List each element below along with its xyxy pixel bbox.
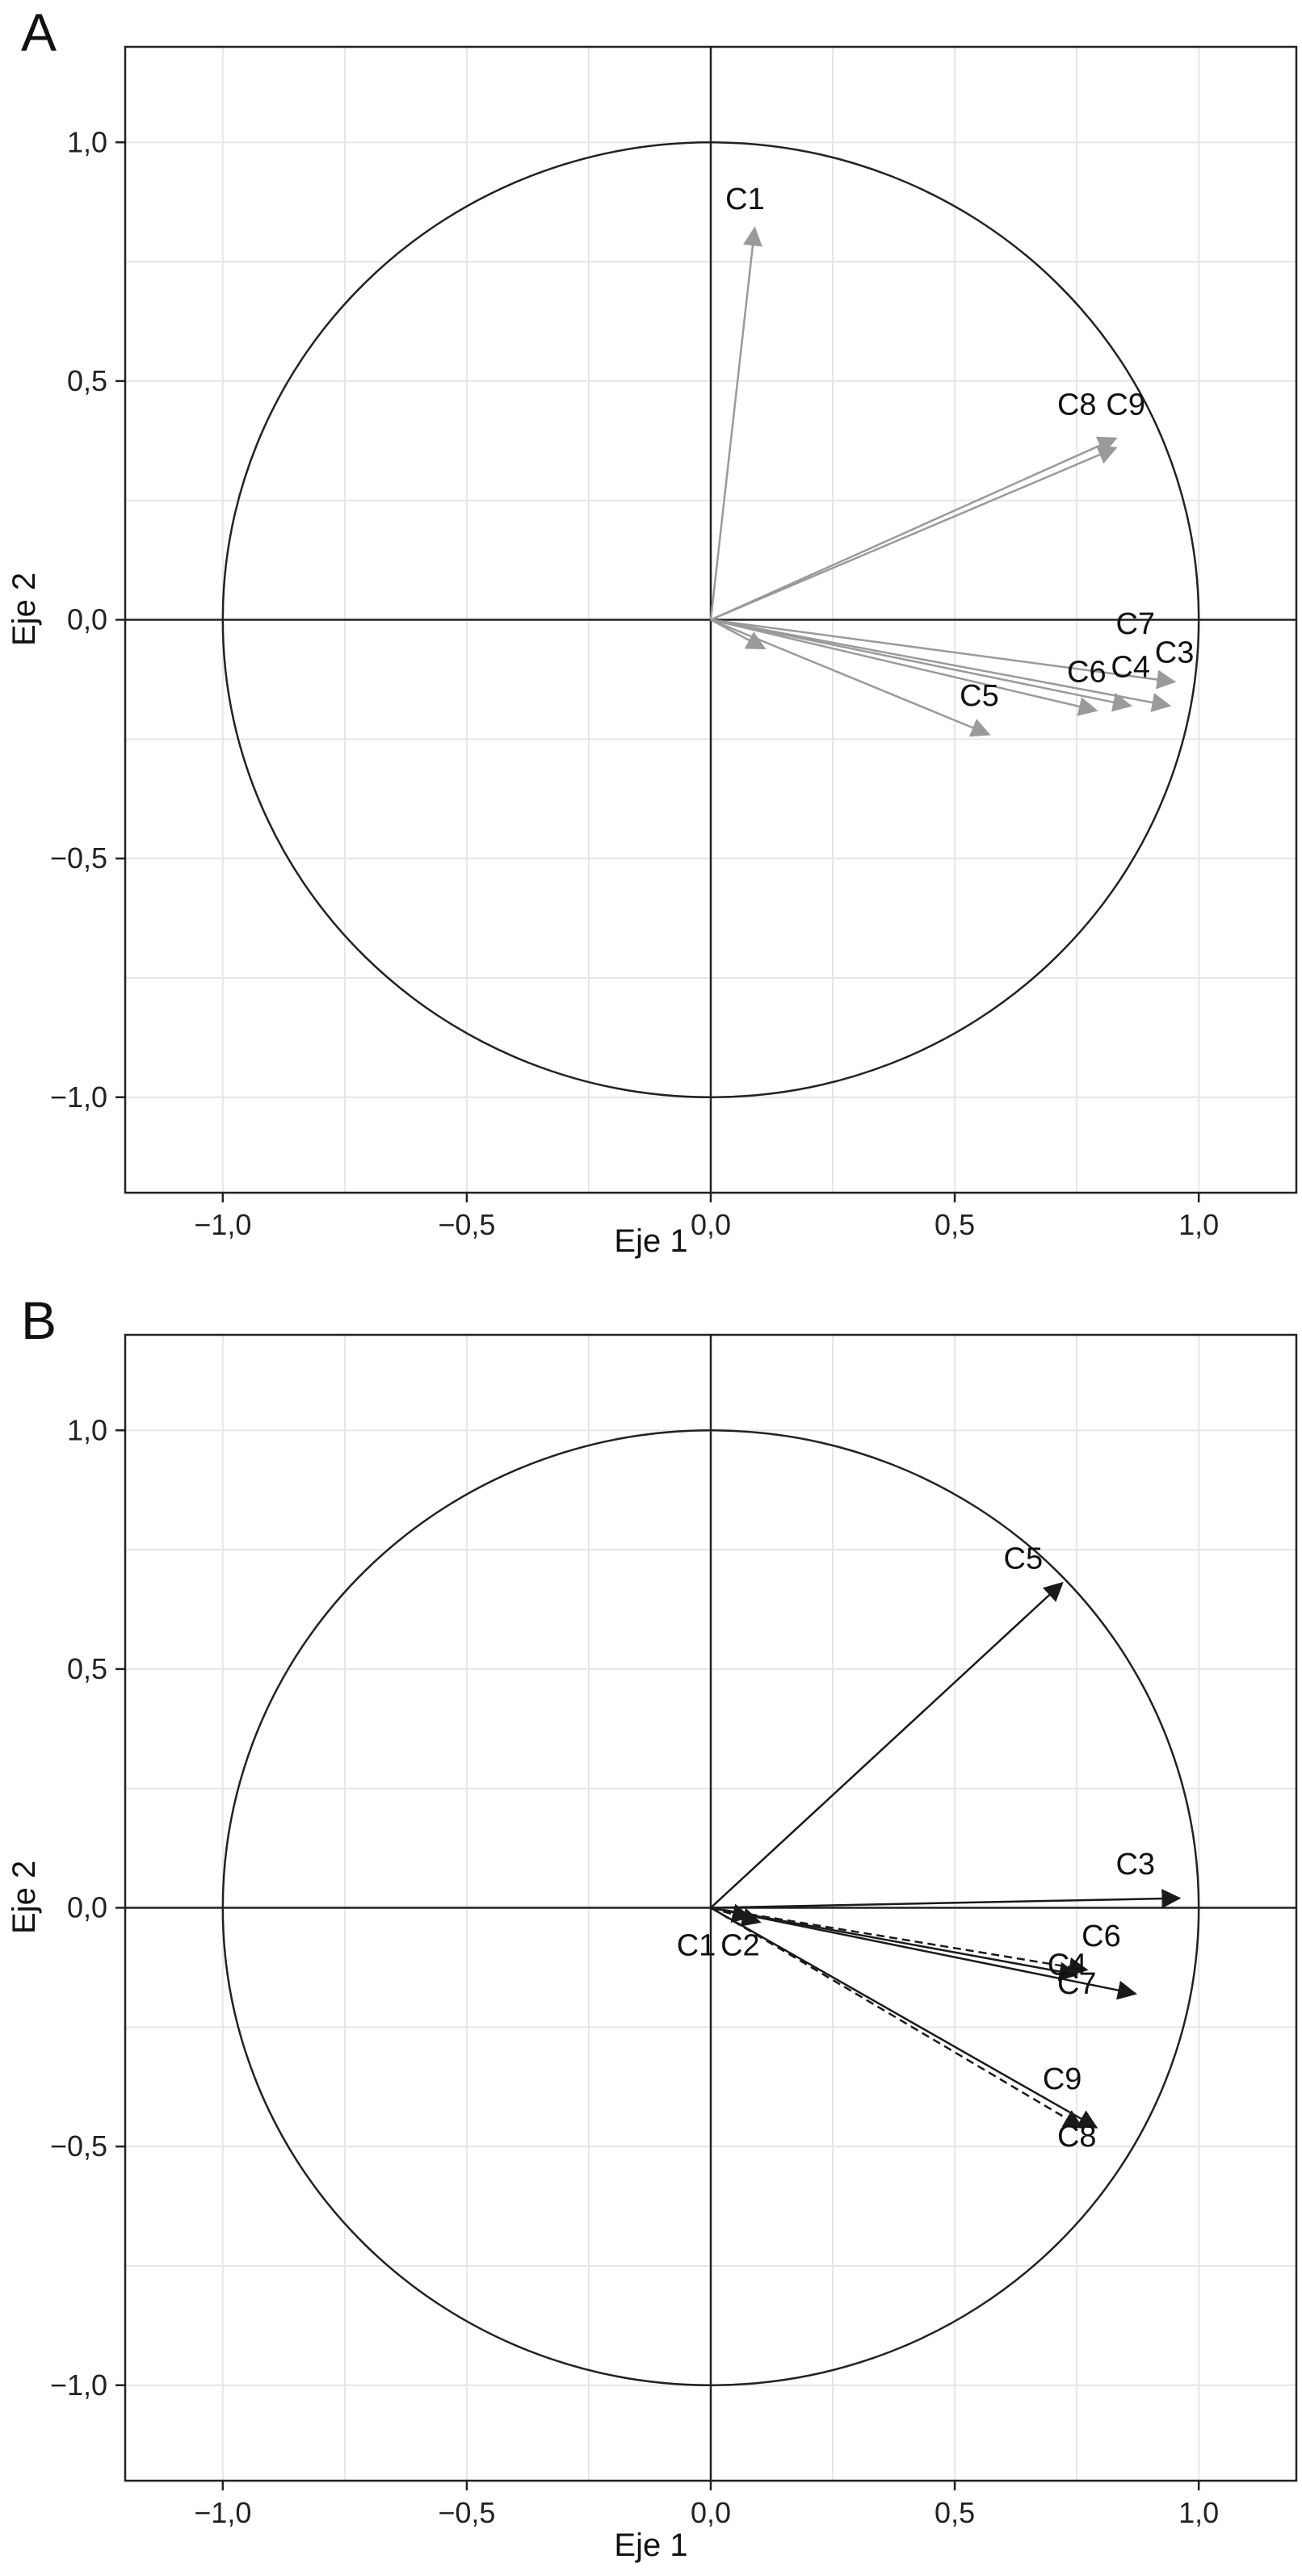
panel-b: −1,0 −0,5 0,0 0,5 1,0 −1,0 −0,5 0,0 0,5 1,0 C5 C3 C6… xyxy=(0,1288,1302,2576)
x-tick-label: −1,0 xyxy=(194,2496,251,2529)
vector-arrow-c7 xyxy=(710,1907,1137,2000)
x-tick-label: 0,0 xyxy=(691,1208,731,1241)
x-axis-label-b: Eje 1 xyxy=(614,2528,688,2563)
y-tick-label: 0,5 xyxy=(67,364,107,397)
vector-arrow-c4 xyxy=(710,619,1132,712)
x-tick-label: 1,0 xyxy=(1178,2496,1219,2529)
panel-letter-b: B xyxy=(21,1290,57,1350)
x-axis-label-a: Eje 1 xyxy=(614,1223,688,1259)
vector-arrow-c8 xyxy=(710,1907,1084,2129)
vector-arrow-c9 xyxy=(710,446,1118,621)
vector-label-c1: C1 xyxy=(677,1929,716,1963)
vector-label-c7: C7 xyxy=(1115,607,1155,641)
x-tick-label: −0,5 xyxy=(438,2496,495,2529)
y-tick-label: 0,0 xyxy=(67,603,107,636)
vector-label-c6: C6 xyxy=(1082,1919,1121,1953)
panel-letter-a: A xyxy=(21,2,57,62)
vector-label-c1: C1 xyxy=(725,183,765,216)
vector-label-c4: C4 xyxy=(1111,650,1150,684)
y-tick-label: 0,5 xyxy=(67,1652,107,1685)
vector-arrow-c1 xyxy=(709,226,762,620)
y-tick-label: 0,0 xyxy=(67,1891,107,1924)
vector-label-c7: C7 xyxy=(1057,1967,1097,2001)
y-axis-label-a: Eje 2 xyxy=(6,572,42,646)
vector-arrow-c5 xyxy=(710,1581,1064,1909)
x-tick-label: −1,0 xyxy=(194,1208,251,1241)
y-tick-label: −1,0 xyxy=(50,2368,107,2402)
y-tick-label: −0,5 xyxy=(50,841,107,875)
x-tick-label: 0,5 xyxy=(934,1208,975,1241)
panel-a: −1,0 −0,5 0,0 0,5 1,0 −1,0 −0,5 0,0 0,5 1,0 C1 C8 C9… xyxy=(6,2,1298,1259)
y-tick-label: −0,5 xyxy=(50,2129,107,2163)
vector-arrow-c3 xyxy=(710,1889,1182,1909)
vector-arrow-c5 xyxy=(710,619,991,737)
vector-label-c2: C2 xyxy=(720,1929,760,1963)
vector-label-c4: C4 xyxy=(1048,1948,1087,1982)
vector-label-c8: C8 xyxy=(1057,388,1097,422)
vector-arrow-c2 xyxy=(710,1907,762,1927)
x-tick-label: 0,5 xyxy=(934,2496,975,2529)
vector-label-c5: C5 xyxy=(1004,1542,1044,1576)
vector-label-c6: C6 xyxy=(1067,655,1107,689)
vector-label-c3: C3 xyxy=(1155,636,1195,670)
correlation-circle-b: −1,0 −0,5 0,0 0,5 1,0 −1,0 −0,5 0,0 0,5 1,0 C5 C3 C6… xyxy=(50,1333,1298,2529)
y-tick-label: 1,0 xyxy=(67,125,107,158)
x-tick-label: 1,0 xyxy=(1178,1208,1219,1241)
vector-arrow-c9 xyxy=(710,1907,1098,2129)
vector-arrow-c3 xyxy=(710,619,1172,712)
vector-label-c9: C9 xyxy=(1043,2062,1082,2096)
y-axis-label-b: Eje 2 xyxy=(6,1860,42,1934)
correlation-circle-a: −1,0 −0,5 0,0 0,5 1,0 −1,0 −0,5 0,0 0,5 1,0 C1 C8 C9… xyxy=(50,45,1298,1241)
vector-label-c3: C3 xyxy=(1115,1848,1155,1882)
vector-label-c8: C8 xyxy=(1057,2120,1097,2154)
vector-arrow-c8 xyxy=(710,436,1118,621)
vector-label-c5: C5 xyxy=(960,679,999,713)
vector-arrow-c6 xyxy=(710,1907,1089,1977)
vector-label-c9: C9 xyxy=(1106,388,1145,422)
y-tick-label: 1,0 xyxy=(67,1413,107,1446)
y-tick-label: −1,0 xyxy=(50,1080,107,1114)
vector-arrow-c4 xyxy=(710,1907,1079,1982)
vector-arrow-c7 xyxy=(710,619,1177,690)
x-tick-label: −0,5 xyxy=(438,1208,495,1241)
vector-arrow-c6 xyxy=(710,619,1098,716)
x-tick-label: 0,0 xyxy=(691,2496,731,2529)
